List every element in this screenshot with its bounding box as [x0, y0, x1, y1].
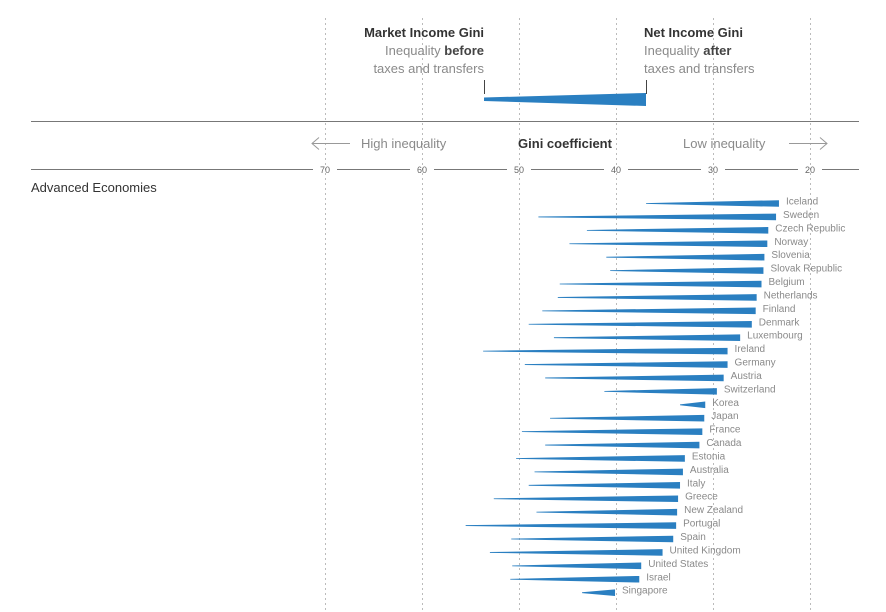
wedge-france [521, 428, 703, 435]
country-label: United States [648, 559, 708, 570]
wedge-israel [510, 575, 640, 583]
country-label: Israel [646, 572, 670, 583]
wedge-czech-republic [586, 227, 769, 234]
country-label: Denmark [759, 317, 801, 328]
country-label: Slovenia [771, 250, 810, 261]
country-label: Austria [731, 371, 763, 382]
arrow-left-icon [311, 137, 350, 150]
wedge-austria [545, 374, 724, 382]
country-label: Ireland [735, 344, 766, 355]
axis-header: High inequality Gini coefficient Low ine… [311, 136, 828, 151]
legend-net-line2: taxes and transfers [644, 61, 755, 76]
wedge-ireland [483, 347, 728, 355]
wedge-singapore [582, 589, 616, 596]
country-label: Canada [706, 438, 741, 449]
country-label: Finland [763, 304, 796, 315]
wedge-spain [511, 535, 674, 543]
wedge-iceland [646, 200, 779, 207]
wedge-united-kingdom [489, 549, 663, 556]
wedge-australia [534, 468, 683, 476]
wedge-finland [542, 307, 756, 315]
tick-label: 20 [805, 165, 815, 175]
country-label: Switzerland [724, 384, 776, 395]
country-label: Greece [685, 492, 718, 503]
country-label: Luxembourg [747, 331, 803, 342]
tick-label: 60 [417, 165, 427, 175]
country-label: Estonia [692, 451, 726, 462]
legend-net-line1: Inequality after [644, 43, 731, 58]
country-label: Belgium [769, 277, 805, 288]
wedge-portugal [465, 522, 677, 529]
wedge-norway [569, 240, 768, 248]
legend: Market Income Gini Inequality before tax… [364, 25, 755, 106]
wedge-luxembourg [553, 334, 741, 341]
wedge-germany [524, 361, 728, 368]
wedge-slovenia [606, 253, 765, 261]
country-labels: Iceland Sweden Czech Republic Norway Sloveni… [622, 197, 845, 597]
country-label: Portugal [683, 519, 720, 530]
country-label: Germany [735, 358, 776, 369]
country-label: Norway [774, 237, 808, 248]
country-label: Singapore [622, 586, 668, 597]
country-label: Iceland [786, 197, 818, 208]
wedge-italy [528, 482, 681, 489]
axis-right-label: Low inequality [683, 136, 766, 151]
wedge-japan [550, 414, 705, 422]
wedge-slovak-republic [610, 267, 764, 274]
country-label: Slovak Republic [770, 264, 842, 275]
country-label: Czech Republic [775, 223, 845, 234]
wedges [465, 200, 779, 596]
wedge-korea [680, 401, 706, 409]
country-label: United Kingdom [670, 545, 741, 556]
legend-net-line1-bold: after [703, 43, 731, 58]
legend-net-title: Net Income Gini [644, 25, 743, 40]
country-label: Spain [680, 532, 706, 543]
legend-wedge [484, 93, 646, 106]
wedge-netherlands [557, 294, 757, 301]
wedge-belgium [559, 280, 762, 288]
wedge-denmark [528, 320, 752, 328]
gridlines [325, 18, 811, 612]
wedge-new-zealand [536, 508, 678, 516]
arrow-right-icon [789, 137, 828, 150]
country-label: Japan [711, 411, 738, 422]
legend-market-line1-bold: before [444, 43, 484, 58]
wedge-estonia [516, 455, 685, 462]
country-label: Sweden [783, 210, 819, 221]
country-label: Netherlands [764, 290, 818, 301]
axis-title: Gini coefficient [518, 136, 613, 151]
legend-market-line1: Inequality before [385, 43, 484, 58]
tick-label: 50 [514, 165, 524, 175]
country-label: France [709, 425, 741, 436]
tick-row: 70 60 50 40 30 20 [31, 165, 859, 175]
tick-label: 30 [708, 165, 718, 175]
section-title: Advanced Economies [31, 180, 157, 195]
country-label: Australia [690, 465, 729, 476]
wedge-united-states [512, 562, 642, 570]
wedge-sweden [538, 213, 777, 221]
country-label: Korea [712, 398, 739, 409]
tick-label: 70 [320, 165, 330, 175]
legend-market-line2: taxes and transfers [373, 61, 484, 76]
axis-left-label: High inequality [361, 136, 447, 151]
country-label: Italy [687, 478, 705, 489]
legend-market-title: Market Income Gini [364, 25, 484, 40]
wedge-switzerland [604, 388, 717, 395]
tick-label: 40 [611, 165, 621, 175]
wedge-greece [493, 495, 679, 503]
country-label: New Zealand [684, 505, 743, 516]
wedge-canada [545, 441, 700, 449]
